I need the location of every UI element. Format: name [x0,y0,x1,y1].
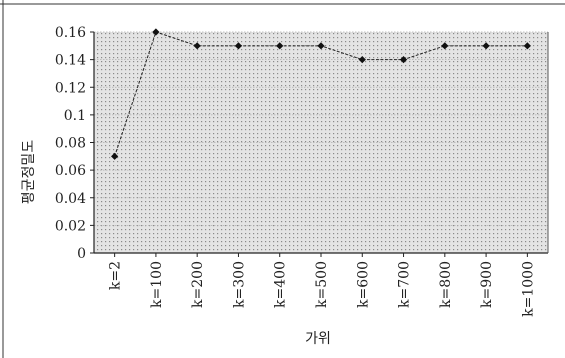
x-tick-label: k=800 [438,261,454,308]
x-tick-label: k=500 [314,261,330,308]
y-tick-label: 0.12 [55,80,86,96]
y-axis-title: 평균정밀도 [21,140,37,205]
x-tick-label: k=100 [149,261,165,308]
plot-area [94,32,548,253]
x-tick-label: k=700 [397,261,413,308]
x-tick-label: k=600 [355,261,371,308]
data-point-marker [234,42,243,50]
data-point-marker [193,42,201,50]
y-tick-label: 0.14 [55,53,86,69]
y-tick-label: 0.04 [55,191,86,207]
data-point-marker [399,56,408,64]
x-tick-label: k=200 [190,261,206,308]
data-point-marker [276,42,284,50]
y-tick-label: 0.06 [55,163,86,179]
data-series [111,28,531,160]
data-point-marker [317,42,325,50]
data-point-marker [111,152,119,160]
x-tick-label: k=2 [108,261,124,290]
x-tick-label: k=1000 [520,261,536,317]
y-tick-label: 0.1 [64,108,86,124]
x-tick-label: k=400 [273,261,289,308]
plot-background [94,32,548,253]
data-point-marker [441,42,449,50]
axes [90,31,549,257]
x-axis-title: 가위 [305,331,331,347]
x-tick-label: k=300 [231,261,247,308]
data-point-marker [358,56,366,64]
tick-labels: 0 0.02 0.04 0.06 0.08 0.1 0.12 0.14 0.16 k=2 k=100… [55,25,537,317]
y-tick-label: 0 [77,246,86,262]
data-point-marker [523,42,531,50]
data-point-marker [482,42,490,50]
gridlines [94,31,548,226]
x-tick-label: k=900 [479,261,495,308]
y-tick-label: 0.02 [55,218,86,234]
data-point-marker [152,28,160,36]
y-tick-label: 0.08 [55,136,86,152]
y-tick-label: 0.16 [55,25,86,41]
